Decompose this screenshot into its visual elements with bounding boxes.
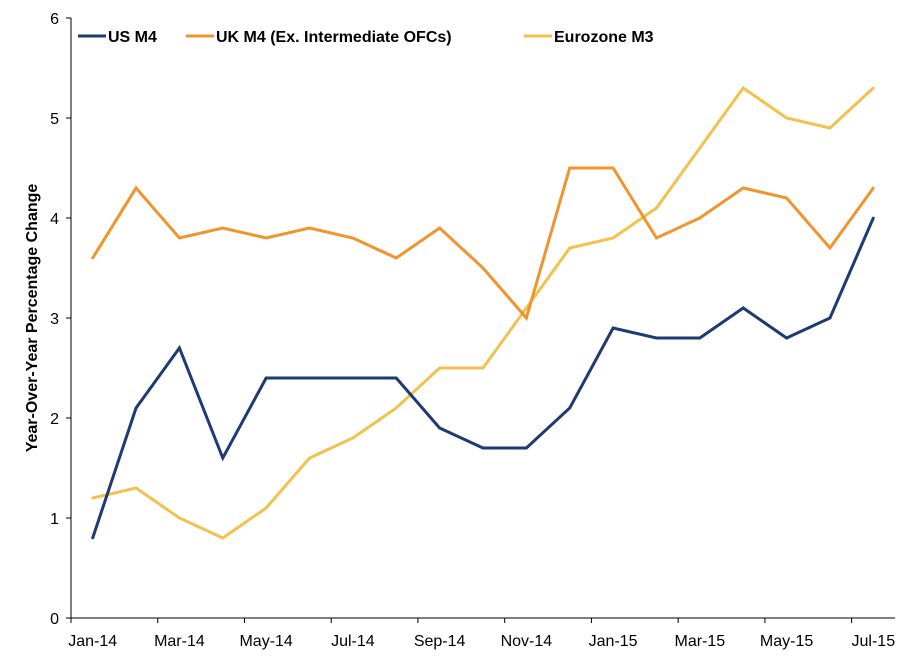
- data-point-1: [264, 236, 268, 240]
- data-point-1: [568, 166, 572, 170]
- y-tick-label: 5: [50, 111, 59, 128]
- plot-series-group: [91, 85, 875, 540]
- data-point-2: [264, 506, 268, 510]
- data-point-1: [655, 236, 658, 240]
- x-axis-ticks: Jan-14 Mar-14 May-14 Jul-14 Sep-14 Nov-14 Jan-…: [68, 618, 895, 650]
- data-point-2: [481, 366, 485, 370]
- data-point-2: [134, 486, 138, 490]
- data-point-0: [264, 376, 268, 380]
- legend-label: UK M4 (Ex. Intermediate OFCs): [216, 29, 452, 46]
- data-point-2: [221, 536, 225, 540]
- data-point-2: [871, 86, 875, 90]
- data-point-2: [524, 306, 528, 310]
- data-point-0: [134, 406, 138, 410]
- x-tick-label: Jan-15: [589, 633, 638, 650]
- data-point-1: [91, 256, 95, 260]
- data-point-2: [828, 126, 832, 130]
- x-tick-label: Jul-14: [331, 633, 375, 650]
- data-point-2: [308, 456, 311, 460]
- y-tick-label: 0: [50, 611, 59, 628]
- x-tick-label: May-14: [239, 633, 292, 650]
- x-tick-label: Mar-15: [674, 633, 725, 650]
- data-point-1: [785, 196, 788, 200]
- data-point-0: [871, 216, 875, 220]
- data-point-0: [655, 336, 658, 340]
- data-point-2: [438, 366, 442, 370]
- data-point-1: [308, 226, 311, 230]
- data-point-1: [438, 226, 442, 230]
- data-point-1: [741, 186, 745, 190]
- y-tick-label: 6: [50, 11, 59, 28]
- legend-label: Eurozone M3: [554, 29, 654, 46]
- data-point-0: [178, 346, 181, 350]
- data-point-0: [221, 456, 225, 460]
- x-tick-label: Mar-14: [154, 633, 205, 650]
- data-point-2: [741, 86, 745, 90]
- data-point-1: [481, 266, 485, 270]
- data-point-0: [524, 446, 528, 450]
- data-point-2: [785, 116, 788, 120]
- data-point-0: [308, 376, 311, 380]
- y-axis-ticks: 0 1 2 3 4 5 6: [50, 11, 71, 628]
- data-point-0: [481, 446, 485, 450]
- data-point-0: [611, 326, 615, 330]
- data-point-1: [221, 226, 225, 230]
- data-point-0: [741, 306, 745, 310]
- data-point-0: [91, 536, 95, 540]
- series-line-2: [92, 85, 875, 540]
- y-tick-label: 2: [50, 411, 59, 428]
- data-point-0: [828, 316, 832, 320]
- data-point-1: [134, 186, 138, 190]
- data-point-0: [394, 376, 398, 380]
- data-point-0: [785, 336, 788, 340]
- x-tick-label: Jul-15: [852, 633, 896, 650]
- x-tick-label: Nov-14: [501, 633, 553, 650]
- y-tick-label: 4: [50, 211, 59, 228]
- data-point-2: [351, 436, 355, 440]
- data-point-2: [568, 246, 572, 250]
- x-tick-label: Jan-14: [68, 633, 117, 650]
- data-point-2: [178, 516, 181, 520]
- data-point-2: [611, 236, 615, 240]
- data-point-1: [394, 256, 398, 260]
- x-tick-label: Sep-14: [414, 633, 466, 650]
- data-point-1: [698, 216, 702, 220]
- data-point-1: [178, 236, 181, 240]
- data-point-0: [698, 336, 702, 340]
- data-point-2: [91, 496, 95, 500]
- legend: US M4 UK M4 (Ex. Intermediate OFCs) Eurozo…: [78, 29, 654, 46]
- data-point-1: [828, 246, 832, 250]
- data-point-1: [524, 316, 528, 320]
- series-line-1: [91, 166, 875, 322]
- data-point-2: [698, 146, 702, 150]
- data-point-2: [394, 406, 398, 410]
- data-point-0: [568, 406, 572, 410]
- y-axis-title: Year-Over-Year Percentage Change: [24, 184, 41, 453]
- data-point-1: [871, 186, 875, 190]
- x-tick-label: May-15: [760, 633, 813, 650]
- data-point-1: [351, 236, 355, 240]
- y-tick-label: 3: [50, 311, 59, 328]
- legend-label: US M4: [108, 29, 157, 46]
- y-tick-label: 1: [50, 511, 59, 528]
- data-point-0: [438, 426, 442, 430]
- data-point-1: [611, 166, 615, 170]
- data-point-2: [655, 206, 658, 210]
- data-point-0: [351, 376, 355, 380]
